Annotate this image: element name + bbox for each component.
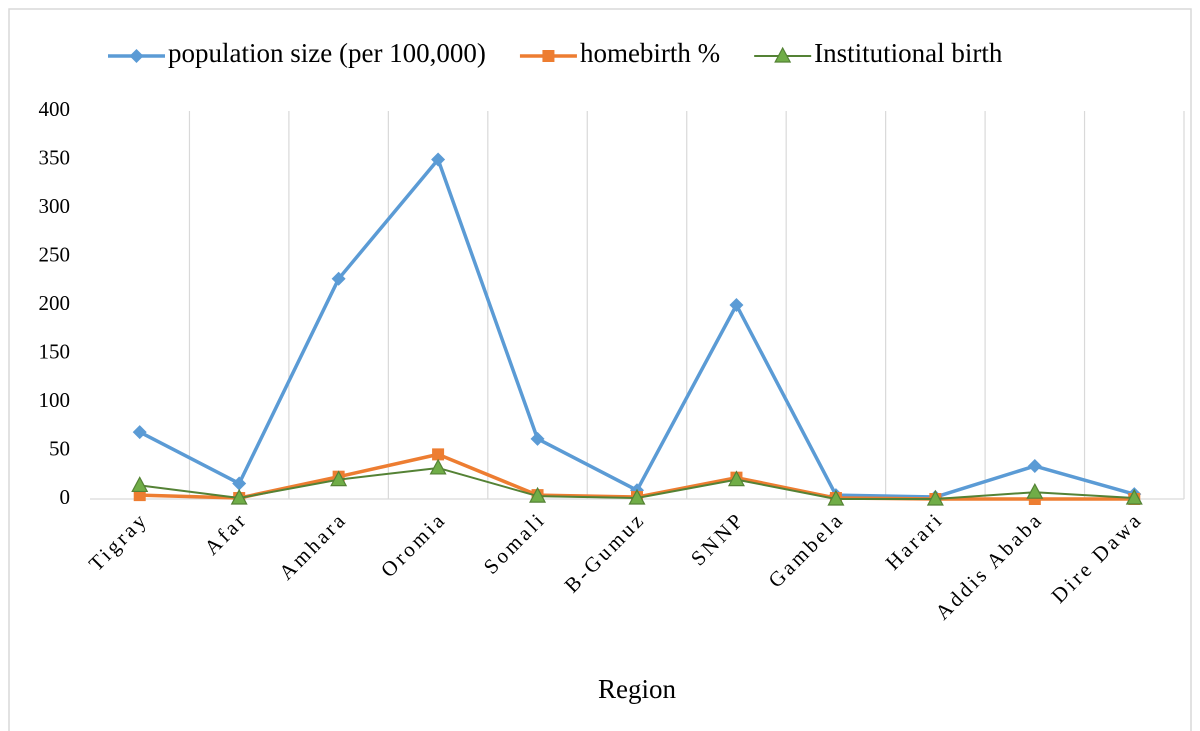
y-tick-label: 100 [39, 388, 71, 412]
y-tick-label: 300 [39, 194, 71, 218]
y-tick-label: 0 [60, 485, 71, 509]
legend-label: population size (per 100,000) [168, 38, 486, 68]
y-tick-label: 400 [39, 97, 71, 121]
data-point [133, 489, 146, 502]
data-point [331, 271, 346, 286]
data-point [431, 152, 446, 167]
legend: population size (per 100,000) homebirth %… [108, 38, 1003, 68]
legend-label: Institutional birth [814, 38, 1003, 68]
data-point [529, 486, 547, 503]
x-axis-title: Region [598, 674, 676, 704]
data-point [432, 448, 445, 461]
data-point [330, 470, 348, 487]
legend-marker [542, 50, 555, 62]
data-point [132, 425, 147, 440]
data-point [628, 488, 646, 505]
data-point [1026, 482, 1044, 499]
data-point [926, 489, 944, 506]
data-point [827, 489, 845, 506]
y-tick-label: 250 [39, 242, 71, 266]
series [131, 458, 1143, 506]
data-point [729, 298, 744, 312]
data-point [1027, 459, 1042, 474]
data-point [131, 476, 149, 493]
y-tick-label: 150 [39, 339, 71, 363]
chart-border [8, 8, 1192, 731]
data-point [232, 476, 247, 491]
legend-marker [774, 46, 792, 63]
legend-label: homebirth % [580, 38, 720, 68]
data-point [530, 431, 545, 446]
data-point [429, 458, 447, 475]
y-tick-label: 200 [39, 291, 71, 315]
data-point [230, 488, 248, 505]
y-tick-label: 350 [39, 145, 71, 169]
data-point [1125, 488, 1143, 505]
legend-marker [129, 49, 144, 63]
data-point [727, 470, 745, 487]
y-tick-label: 50 [49, 436, 70, 460]
